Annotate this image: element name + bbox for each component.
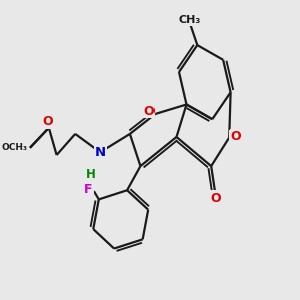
Text: CH₃: CH₃ xyxy=(179,15,201,25)
Text: O: O xyxy=(42,116,53,129)
Text: O: O xyxy=(144,105,154,118)
Text: O: O xyxy=(210,191,221,205)
Text: OCH₃: OCH₃ xyxy=(2,143,28,152)
Text: O: O xyxy=(230,131,241,144)
Text: methoxy: methoxy xyxy=(26,137,87,151)
Text: F: F xyxy=(83,183,92,196)
Text: O: O xyxy=(143,105,154,118)
Text: F: F xyxy=(85,183,93,196)
Text: O: O xyxy=(231,130,242,142)
Text: H: H xyxy=(86,168,96,181)
Text: N: N xyxy=(95,146,105,159)
Text: O: O xyxy=(42,115,53,128)
Text: CH₃: CH₃ xyxy=(179,15,201,25)
Text: H: H xyxy=(86,168,96,181)
Text: O: O xyxy=(210,191,221,204)
Text: N: N xyxy=(94,146,106,159)
